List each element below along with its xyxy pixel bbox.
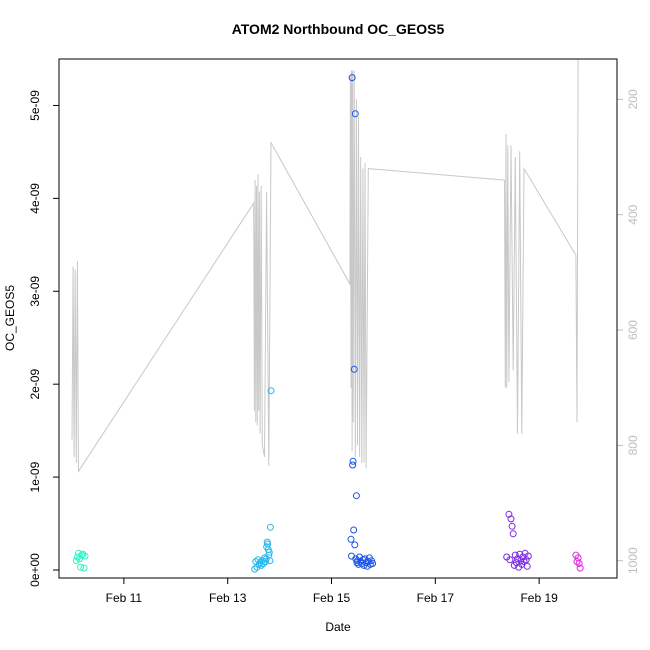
data-point <box>80 564 88 572</box>
data-point <box>350 365 358 373</box>
axes-layer: 0e+00 1e-09 2e-09 3e-09 4e-09 5e-09 Feb 11 Feb … <box>28 89 640 605</box>
data-point <box>575 560 583 567</box>
chart-title: ATOM2 Northbound OC_GEOS5 <box>232 21 445 37</box>
data-point <box>349 461 357 469</box>
data-point <box>369 560 377 567</box>
data-point <box>524 552 532 560</box>
right-y-tick-label: 200 <box>626 89 640 109</box>
data-point <box>576 564 584 572</box>
plot-frame <box>58 58 618 579</box>
pressure-line <box>71 58 579 473</box>
data-point <box>509 530 517 538</box>
right-y-tick-label: 600 <box>626 320 640 340</box>
y-tick-label: 4e-09 <box>28 183 42 214</box>
data-point <box>251 565 259 573</box>
x-tick-label: Feb 13 <box>209 591 247 605</box>
data-point <box>267 387 275 395</box>
data-point <box>77 563 85 571</box>
data-point <box>266 523 274 531</box>
y-tick-label: 2e-09 <box>28 369 42 400</box>
right-y-tick-label: 400 <box>626 204 640 224</box>
right-y-tick-label: 1000 <box>626 547 640 574</box>
y-axis-label: OC_GEOS5 <box>3 285 17 351</box>
data-point <box>76 555 83 563</box>
data-point <box>78 551 86 559</box>
y-tick-label: 3e-09 <box>28 276 42 307</box>
x-tick-label: Feb 11 <box>106 591 143 605</box>
data-point <box>73 553 81 561</box>
data-point <box>573 558 581 566</box>
right-y-tick-label: 800 <box>626 435 640 455</box>
y-tick-label: 1e-09 <box>28 461 42 492</box>
data-point <box>523 562 531 570</box>
data-point <box>508 522 516 530</box>
data-point <box>81 552 89 560</box>
data-point <box>347 535 355 543</box>
data-point <box>351 541 359 549</box>
data-point <box>266 557 274 565</box>
x-tick-label: Feb 17 <box>417 591 455 605</box>
data-point <box>506 556 514 564</box>
data-point <box>358 560 366 567</box>
data-point <box>511 551 519 559</box>
data-point <box>352 492 360 500</box>
data-points-layer <box>72 74 584 573</box>
x-tick-label: Feb 19 <box>520 591 558 605</box>
data-point <box>348 74 356 82</box>
x-tick-label: Feb 15 <box>313 591 351 605</box>
data-point <box>507 515 515 523</box>
data-point <box>520 558 528 566</box>
data-point <box>79 550 87 558</box>
y-tick-label: 0e+00 <box>28 553 42 587</box>
x-axis-label: Date <box>325 620 351 634</box>
data-point <box>522 556 530 564</box>
data-point <box>257 561 265 569</box>
pressure-line-layer <box>71 58 579 473</box>
data-point <box>350 526 358 534</box>
data-point <box>262 558 269 566</box>
data-point <box>349 457 357 465</box>
y-tick-label: 5e-09 <box>28 90 42 121</box>
data-point <box>265 548 273 556</box>
data-point <box>351 110 359 118</box>
